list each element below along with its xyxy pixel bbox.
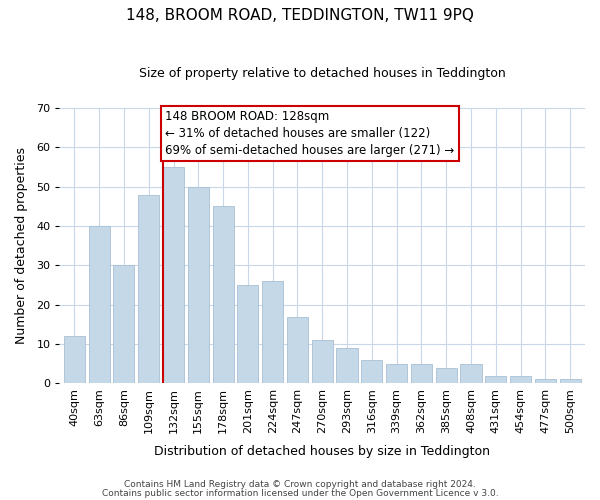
Bar [163,167,184,384]
Bar [535,380,556,384]
Text: 148, BROOM ROAD, TEDDINGTON, TW11 9PQ: 148, BROOM ROAD, TEDDINGTON, TW11 9PQ [126,8,474,22]
Bar [89,226,110,384]
Bar [337,348,358,384]
Bar [510,376,531,384]
Bar [361,360,382,384]
Title: Size of property relative to detached houses in Teddington: Size of property relative to detached ho… [139,68,506,80]
Bar [212,206,233,384]
Bar [386,364,407,384]
Bar [287,316,308,384]
Bar [560,380,581,384]
X-axis label: Distribution of detached houses by size in Teddington: Distribution of detached houses by size … [154,444,490,458]
Bar [262,281,283,384]
Y-axis label: Number of detached properties: Number of detached properties [15,147,28,344]
Text: Contains HM Land Registry data © Crown copyright and database right 2024.: Contains HM Land Registry data © Crown c… [124,480,476,489]
Bar [312,340,333,384]
Bar [436,368,457,384]
Text: 148 BROOM ROAD: 128sqm
← 31% of detached houses are smaller (122)
69% of semi-de: 148 BROOM ROAD: 128sqm ← 31% of detached… [166,110,455,157]
Bar [138,194,159,384]
Bar [460,364,482,384]
Bar [188,186,209,384]
Bar [113,266,134,384]
Bar [411,364,432,384]
Text: Contains public sector information licensed under the Open Government Licence v : Contains public sector information licen… [101,488,499,498]
Bar [64,336,85,384]
Bar [238,285,259,384]
Bar [485,376,506,384]
